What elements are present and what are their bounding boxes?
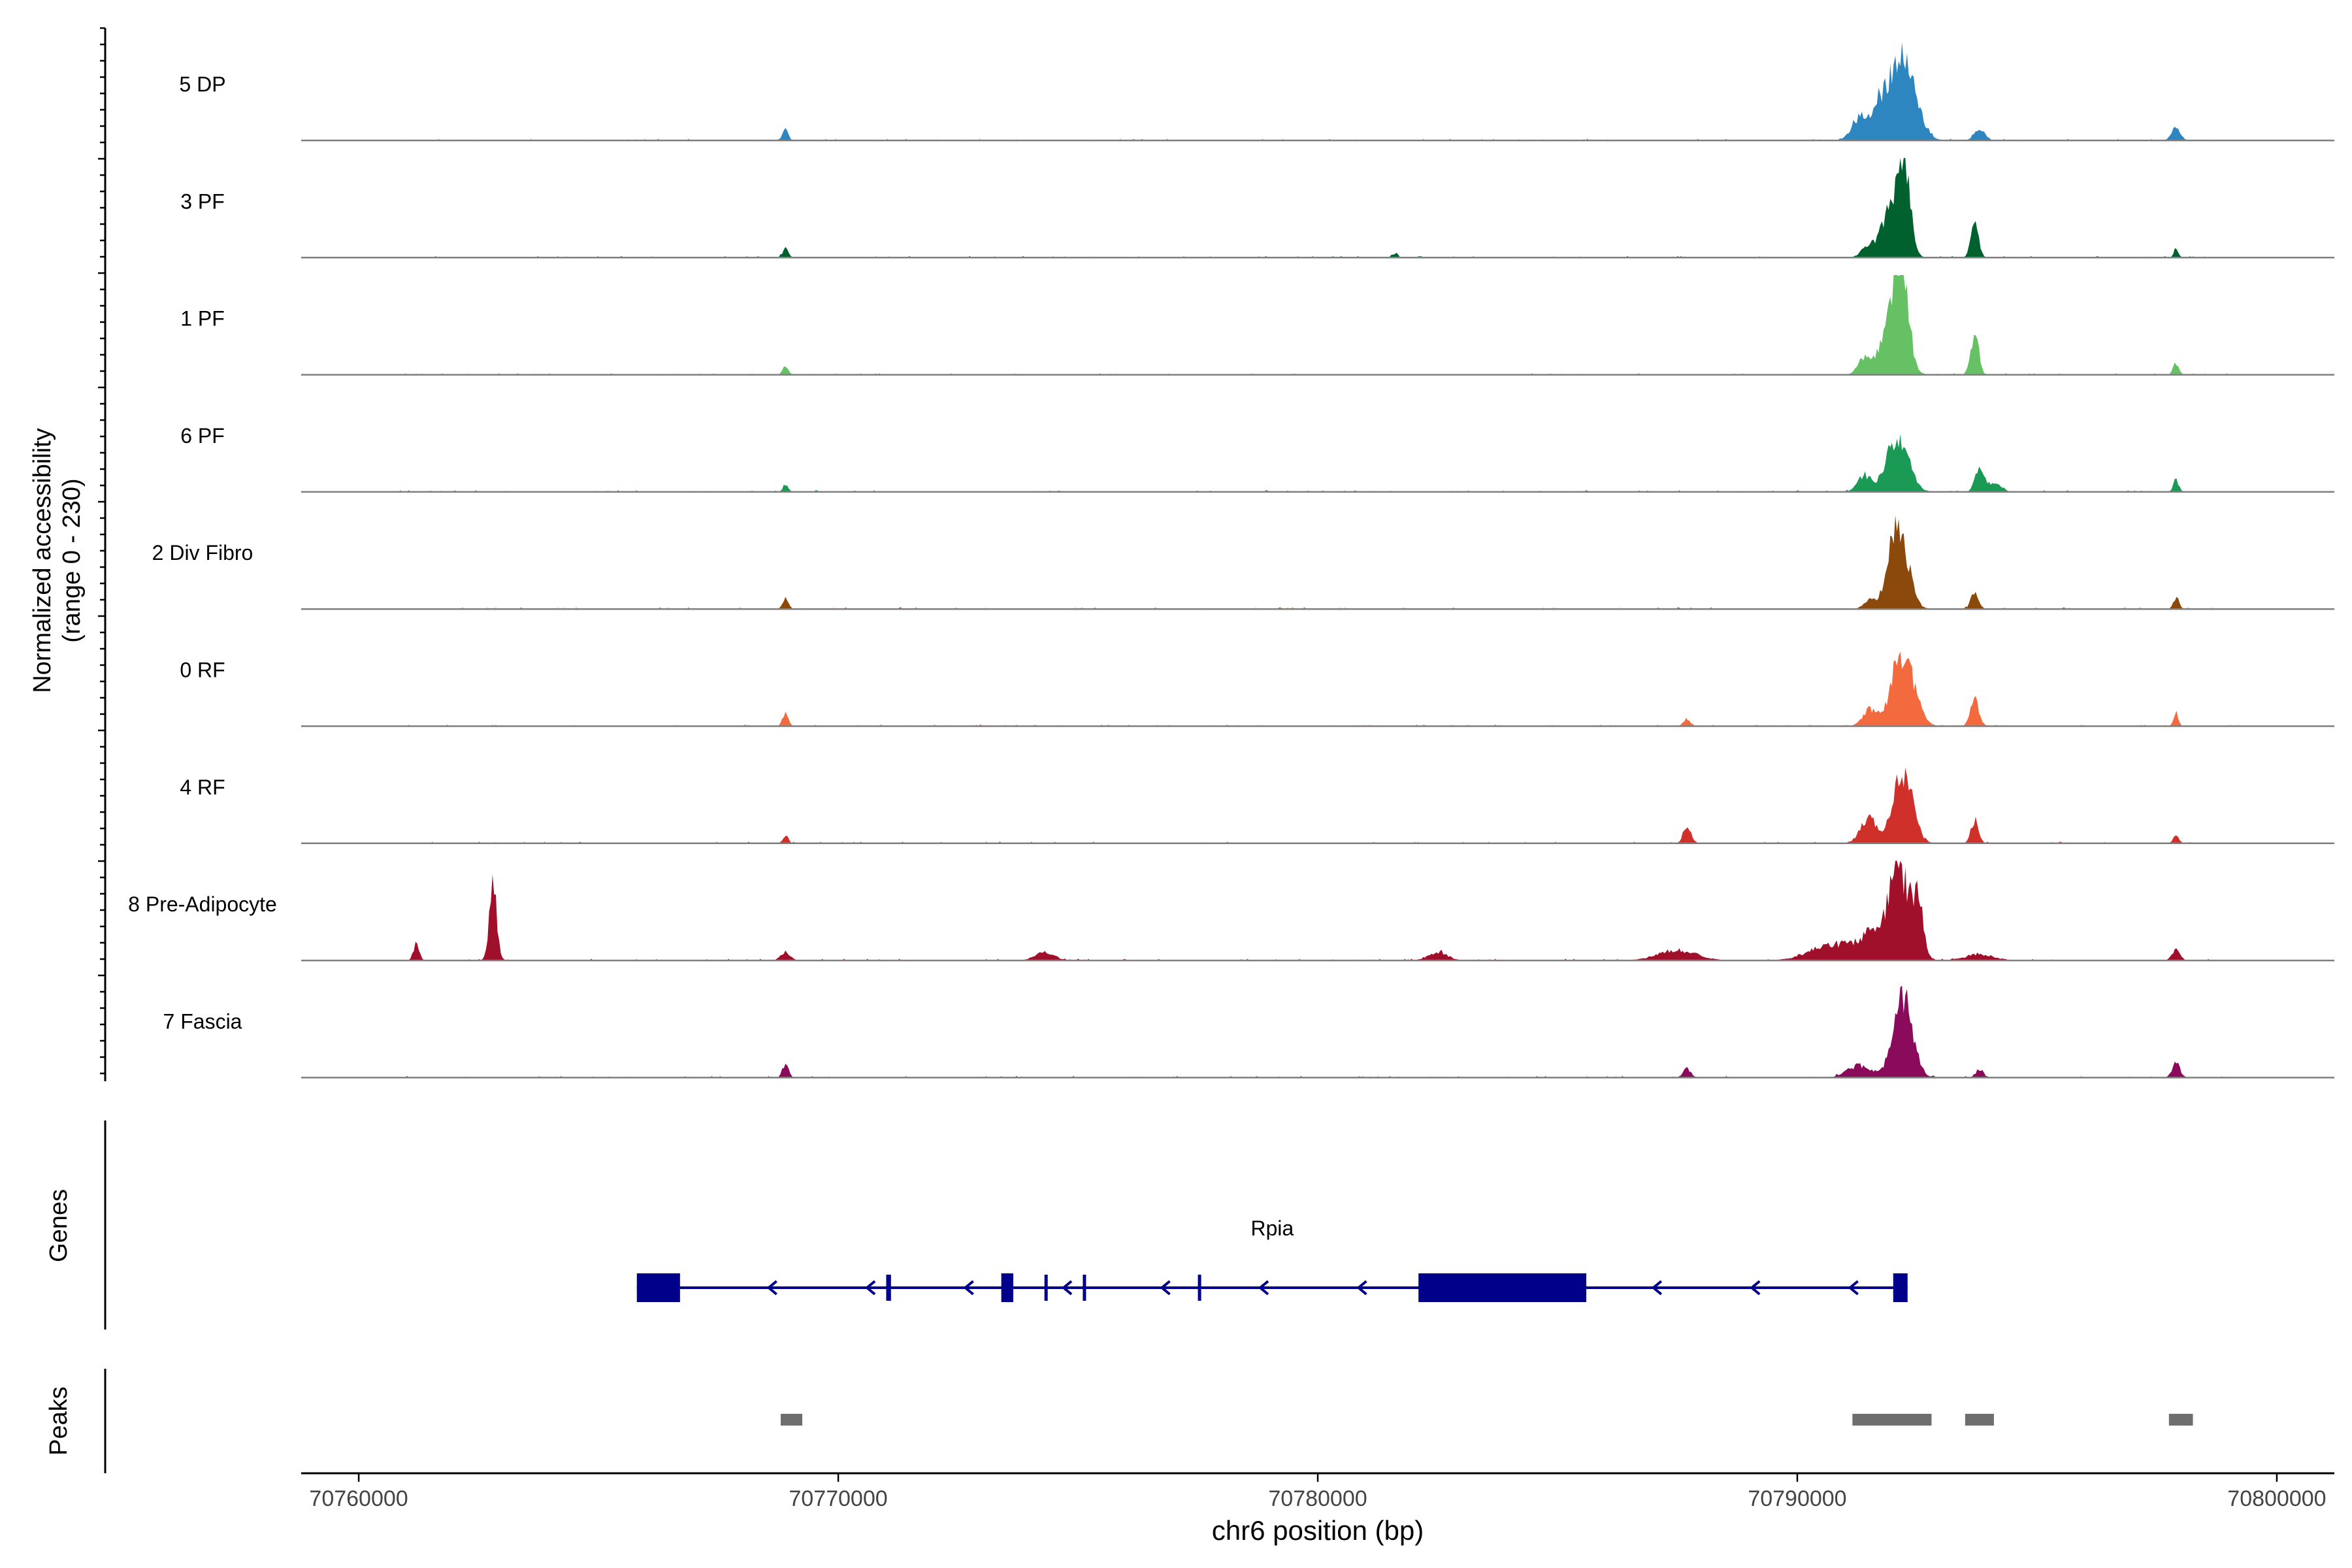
y-axis-title-line1: Normalized accessibility (29, 428, 56, 693)
peak-region (780, 1414, 802, 1426)
track-label: 1 PF (180, 307, 225, 331)
strand-arrow (1651, 1280, 1663, 1296)
strand-arrow (864, 1280, 876, 1296)
strand-arrow (1258, 1280, 1269, 1296)
track-label: 6 PF (180, 424, 225, 448)
track-label: 0 RF (180, 659, 225, 682)
coverage-track: 2 Div Fibro (152, 515, 2334, 610)
strand-arrow (1750, 1280, 1761, 1296)
peaks-track (780, 1414, 2193, 1426)
genes-track-label: Genes (45, 1189, 73, 1262)
coverage-y-axis-ticks (98, 27, 105, 1075)
gene-exon (636, 1273, 680, 1302)
x-tick-label: 70770000 (789, 1486, 887, 1511)
gene-exon (1418, 1273, 1587, 1302)
peak-region (1965, 1414, 1994, 1426)
peaks-track-label: Peaks (45, 1386, 73, 1456)
strand-arrow (963, 1280, 974, 1296)
x-tick-label: 70800000 (2227, 1486, 2326, 1511)
coverage-track: 5 DP (179, 42, 2334, 142)
coverage-track: 3 PF (180, 157, 2334, 259)
coverage-track: 1 PF (180, 275, 2334, 376)
x-axis-title: chr6 position (bp) (1212, 1515, 1424, 1546)
gene-exon (886, 1275, 891, 1301)
gene-exon (1893, 1273, 1908, 1302)
x-tick-label: 70780000 (1268, 1486, 1367, 1511)
x-tick-label: 70790000 (1748, 1486, 1846, 1511)
coverage-track: 4 RF (180, 768, 2334, 845)
coverage-track: 6 PF (180, 424, 2334, 493)
y-axis-title-line2: (range 0 - 230) (58, 478, 86, 642)
peak-region (1852, 1414, 1932, 1426)
x-axis: 70760000 70770000 70780000 70790000 70800000 (309, 1473, 2327, 1511)
coverage-tracks: 5 DP 3 PF 1 PF 6 PF 2 Div Fibro 0 RF 4 RF 8 Pre… (128, 42, 2334, 1079)
gene-exon (1083, 1275, 1086, 1301)
coverage-track: 8 Pre-Adipocyte (128, 860, 2334, 962)
track-label: 3 PF (180, 189, 225, 213)
strand-arrow (1848, 1280, 1859, 1296)
gene-name-label: Rpia (1250, 1217, 1294, 1240)
strand-arrow (1061, 1280, 1073, 1296)
strand-arrow (766, 1280, 777, 1296)
coverage-track: 7 Fascia (163, 985, 2334, 1079)
peak-region (2168, 1414, 2193, 1426)
gene-exon (1044, 1275, 1048, 1301)
coverage-track: 0 RF (180, 651, 2334, 727)
gene-exon (1001, 1273, 1013, 1302)
track-label: 2 Div Fibro (152, 541, 253, 564)
gene-exon (1198, 1275, 1201, 1301)
track-label: 4 RF (180, 776, 225, 799)
gene-track: Rpia (636, 1217, 1908, 1302)
strand-arrow (1356, 1280, 1367, 1296)
track-label: 7 Fascia (163, 1009, 242, 1033)
strand-arrow (1160, 1280, 1171, 1296)
track-label: 5 DP (179, 73, 225, 96)
x-tick-label: 70760000 (309, 1486, 408, 1511)
track-label: 8 Pre-Adipocyte (128, 892, 277, 916)
